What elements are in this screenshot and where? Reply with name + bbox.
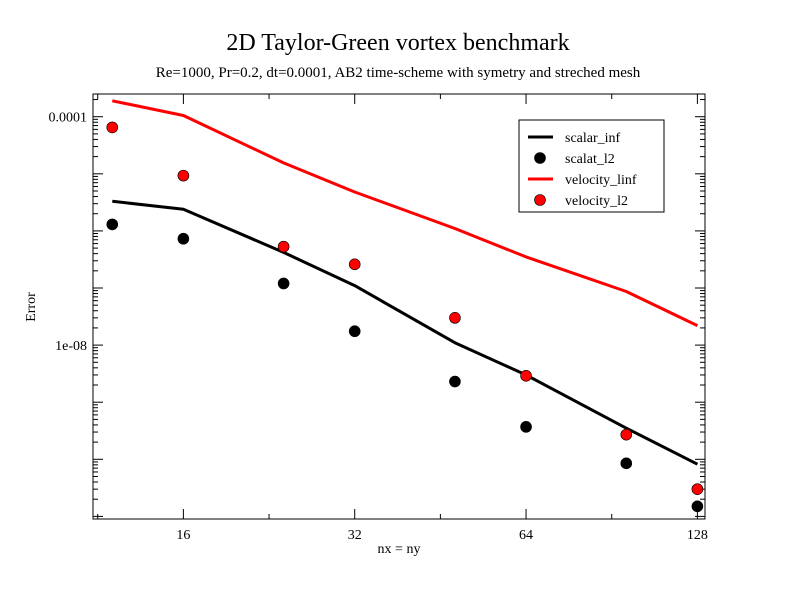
x-tick-label: 64 (519, 528, 533, 543)
chart-subtitle: Re=1000, Pr=0.2, dt=0.0001, AB2 time-sch… (156, 65, 641, 81)
data-point-scalat-l2 (620, 457, 633, 470)
data-point-velocity-l2 (691, 483, 704, 495)
data-point-velocity-l2 (277, 240, 290, 253)
data-point-velocity-l2 (348, 258, 361, 271)
y-axis-label: Error (24, 292, 39, 322)
data-point-scalat-l2 (691, 500, 704, 513)
y-axis: 0.0001 1e-08 (49, 99, 705, 520)
x-tick-label: 16 (176, 528, 190, 543)
data-point-scalat-l2 (348, 325, 361, 338)
data-point-velocity-l2 (177, 169, 190, 182)
data-point-scalat-l2 (277, 277, 290, 290)
legend: scalar_inf scalat_l2 velocity_linf velocity… (518, 119, 665, 213)
x-tick-label: 32 (348, 528, 362, 543)
series-line-scalar-inf (112, 199, 699, 466)
data-point-velocity-l2 (449, 312, 461, 324)
legend-swatch (534, 194, 546, 206)
series-layer (106, 99, 704, 513)
legend-label: velocity_l2 (565, 194, 628, 209)
y-tick-label: 0.0001 (49, 111, 88, 126)
data-point-velocity-l2 (520, 369, 532, 382)
x-axis-label: nx = ny (378, 542, 421, 557)
data-point-velocity-l2 (620, 428, 633, 441)
legend-label: velocity_linf (565, 173, 637, 188)
x-tick-label: 128 (687, 528, 708, 543)
data-point-velocity-l2 (106, 121, 119, 134)
data-point-scalat-l2 (177, 232, 190, 245)
data-point-scalat-l2 (106, 218, 119, 231)
legend-label: scalat_l2 (565, 152, 615, 167)
legend-label: scalar_inf (565, 131, 621, 146)
series-line-velocity-linf (111, 99, 699, 327)
data-point-scalat-l2 (520, 421, 532, 433)
plot-area (92, 93, 706, 520)
chart-title: 2D Taylor-Green vortex benchmark (226, 30, 569, 56)
y-tick-label: 1e-08 (55, 339, 87, 354)
data-point-scalat-l2 (449, 375, 461, 388)
legend-swatch (534, 152, 546, 164)
